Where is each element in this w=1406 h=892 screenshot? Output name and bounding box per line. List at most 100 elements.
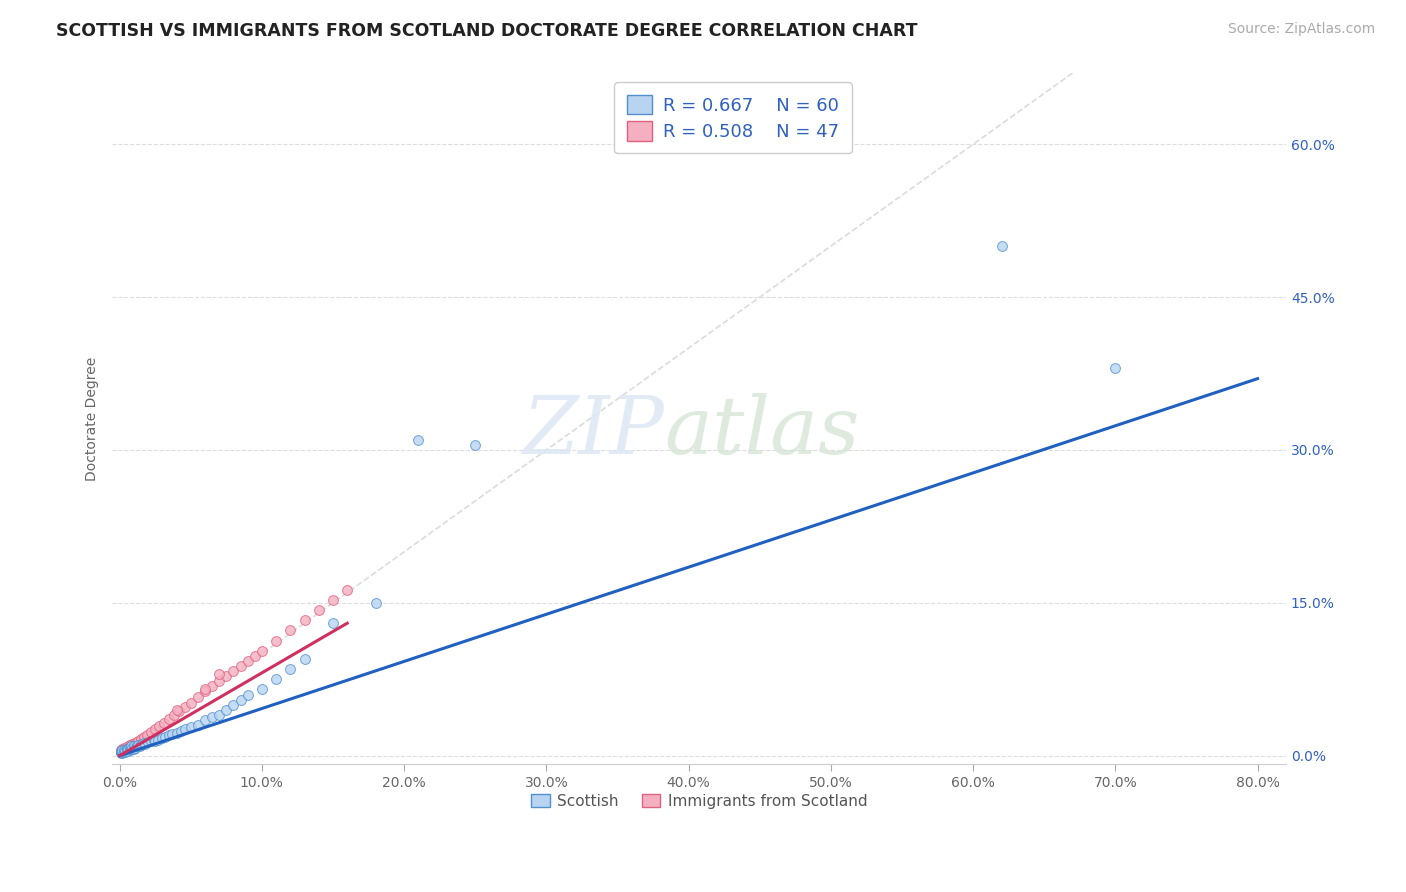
- Point: [187, 718, 209, 732]
- Point: [118, 740, 141, 755]
- Point: [322, 616, 344, 631]
- Point: [208, 707, 231, 722]
- Point: [122, 739, 145, 754]
- Point: [236, 654, 259, 668]
- Text: Source: ZipAtlas.com: Source: ZipAtlas.com: [1227, 22, 1375, 37]
- Point: [143, 722, 166, 736]
- Point: [194, 682, 217, 697]
- Point: [131, 738, 153, 752]
- Point: [229, 659, 252, 673]
- Point: [117, 741, 139, 756]
- Point: [170, 724, 193, 739]
- Point: [114, 741, 136, 756]
- Text: SCOTTISH VS IMMIGRANTS FROM SCOTLAND DOCTORATE DEGREE CORRELATION CHART: SCOTTISH VS IMMIGRANTS FROM SCOTLAND DOC…: [56, 22, 918, 40]
- Point: [121, 738, 143, 752]
- Point: [118, 742, 141, 756]
- Point: [115, 742, 138, 756]
- Point: [180, 696, 202, 710]
- Point: [990, 239, 1012, 253]
- Point: [153, 731, 176, 745]
- Point: [120, 739, 142, 754]
- Point: [146, 733, 169, 747]
- Point: [250, 644, 273, 658]
- Point: [229, 692, 252, 706]
- Point: [180, 720, 202, 734]
- Point: [250, 682, 273, 697]
- Point: [142, 733, 165, 747]
- Point: [208, 667, 231, 681]
- Point: [139, 734, 162, 748]
- Point: [150, 731, 173, 746]
- Point: [194, 684, 217, 698]
- Point: [201, 679, 224, 693]
- Point: [322, 592, 344, 607]
- Point: [136, 735, 159, 749]
- Point: [117, 739, 139, 754]
- Point: [264, 633, 287, 648]
- Point: [336, 582, 359, 597]
- Point: [125, 735, 148, 749]
- Point: [132, 731, 155, 745]
- Point: [111, 745, 134, 759]
- Point: [166, 726, 188, 740]
- Point: [157, 728, 180, 742]
- Point: [110, 742, 132, 756]
- Point: [121, 740, 143, 755]
- Point: [201, 710, 224, 724]
- Point: [236, 688, 259, 702]
- Legend: Scottish, Immigrants from Scotland: Scottish, Immigrants from Scotland: [526, 788, 873, 815]
- Point: [208, 674, 231, 689]
- Point: [148, 719, 170, 733]
- Point: [111, 742, 134, 756]
- Point: [110, 743, 132, 757]
- Point: [129, 732, 152, 747]
- Point: [222, 698, 245, 712]
- Point: [112, 742, 135, 756]
- Point: [114, 745, 136, 759]
- Point: [112, 742, 135, 756]
- Point: [243, 648, 266, 663]
- Point: [112, 740, 135, 755]
- Point: [120, 741, 142, 756]
- Point: [117, 743, 139, 757]
- Point: [111, 741, 134, 756]
- Point: [120, 739, 142, 754]
- Point: [129, 739, 152, 753]
- Point: [124, 740, 146, 755]
- Point: [162, 727, 184, 741]
- Point: [115, 740, 138, 755]
- Point: [278, 624, 301, 638]
- Point: [163, 707, 186, 722]
- Point: [169, 704, 191, 718]
- Text: ZIP: ZIP: [522, 393, 664, 471]
- Point: [408, 433, 430, 447]
- Point: [127, 734, 149, 748]
- Point: [118, 739, 141, 753]
- Point: [132, 736, 155, 750]
- Point: [114, 743, 136, 757]
- Point: [187, 690, 209, 704]
- Point: [139, 725, 162, 739]
- Point: [110, 743, 132, 757]
- Point: [115, 741, 138, 756]
- Point: [122, 739, 145, 753]
- Point: [215, 703, 238, 717]
- Point: [122, 741, 145, 756]
- Point: [110, 746, 132, 760]
- Point: [111, 745, 134, 759]
- Point: [294, 613, 316, 627]
- Point: [294, 652, 316, 666]
- Point: [157, 712, 180, 726]
- Point: [143, 734, 166, 748]
- Point: [112, 743, 135, 757]
- Point: [125, 739, 148, 754]
- Point: [1104, 361, 1126, 376]
- Point: [127, 739, 149, 753]
- Point: [174, 722, 197, 736]
- Point: [128, 739, 150, 754]
- Point: [174, 699, 197, 714]
- Point: [152, 716, 174, 731]
- Point: [364, 596, 387, 610]
- Point: [111, 746, 134, 760]
- Point: [124, 736, 146, 750]
